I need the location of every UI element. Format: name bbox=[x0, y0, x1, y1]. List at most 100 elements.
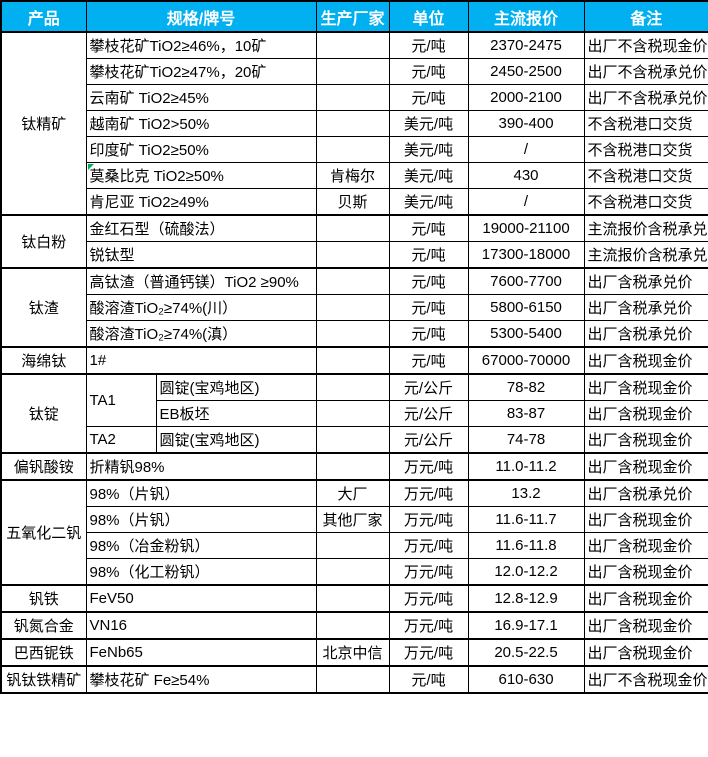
cell-spec[interactable]: 98%（片钒） bbox=[85, 506, 317, 533]
cell-spec[interactable]: 攀枝花矿TiO2≥47%，20矿 bbox=[85, 58, 317, 85]
header-cell-price[interactable]: 主流报价 bbox=[467, 0, 585, 33]
cell-maker[interactable]: 其他厂家 bbox=[315, 506, 390, 533]
cell-maker[interactable] bbox=[315, 611, 390, 640]
cell-product[interactable]: 海绵钛 bbox=[0, 346, 87, 375]
cell-spec[interactable]: 攀枝花矿TiO2≥46%，10矿 bbox=[85, 31, 317, 59]
cell-spec[interactable]: VN16 bbox=[85, 611, 317, 640]
cell-maker[interactable] bbox=[315, 58, 390, 85]
header-cell-note[interactable]: 备注 bbox=[583, 0, 708, 33]
cell-spec[interactable]: 锐钛型 bbox=[85, 241, 317, 269]
cell-unit[interactable]: 元/吨 bbox=[388, 294, 469, 321]
cell-product[interactable]: 钛白粉 bbox=[0, 214, 87, 269]
cell-unit[interactable]: 元/公斤 bbox=[388, 373, 469, 401]
cell-spec[interactable]: 圆锭(宝鸡地区) bbox=[155, 373, 317, 401]
cell-product[interactable]: 钒氮合金 bbox=[0, 611, 87, 640]
cell-price[interactable]: 2450-2500 bbox=[467, 58, 585, 85]
cell-note[interactable]: 出厂含税现金价 bbox=[583, 638, 708, 667]
cell-unit[interactable]: 万元/吨 bbox=[388, 584, 469, 613]
cell-unit[interactable]: 元/吨 bbox=[388, 665, 469, 694]
cell-unit[interactable]: 元/吨 bbox=[388, 346, 469, 375]
header-cell-product[interactable]: 产品 bbox=[0, 0, 87, 33]
cell-price[interactable]: 16.9-17.1 bbox=[467, 611, 585, 640]
cell-note[interactable]: 出厂含税承兑价 bbox=[583, 320, 708, 348]
cell-product[interactable]: 钒铁 bbox=[0, 584, 87, 613]
cell-note[interactable]: 出厂含税现金价 bbox=[583, 611, 708, 640]
cell-price[interactable]: 610-630 bbox=[467, 665, 585, 694]
cell-note[interactable]: 出厂含税现金价 bbox=[583, 558, 708, 586]
cell-note[interactable]: 不含税港口交货 bbox=[583, 162, 708, 189]
cell-maker[interactable] bbox=[315, 294, 390, 321]
cell-spec[interactable]: 越南矿 TiO2>50% bbox=[85, 110, 317, 137]
cell-spec[interactable]: 高钛渣（普通钙镁）TiO2 ≥90% bbox=[85, 267, 317, 295]
cell-maker[interactable]: 贝斯 bbox=[315, 188, 390, 216]
cell-spec[interactable]: FeV50 bbox=[85, 584, 317, 613]
cell-unit[interactable]: 万元/吨 bbox=[388, 611, 469, 640]
cell-maker[interactable] bbox=[315, 214, 390, 242]
cell-price[interactable]: 13.2 bbox=[467, 479, 585, 507]
cell-maker[interactable] bbox=[315, 373, 390, 401]
cell-unit[interactable]: 元/吨 bbox=[388, 241, 469, 269]
cell-price[interactable]: 2000-2100 bbox=[467, 84, 585, 111]
cell-note[interactable]: 不含税港口交货 bbox=[583, 136, 708, 163]
cell-note[interactable]: 出厂含税承兑价 bbox=[583, 267, 708, 295]
cell-maker[interactable]: 肯梅尔 bbox=[315, 162, 390, 189]
cell-unit[interactable]: 万元/吨 bbox=[388, 479, 469, 507]
cell-maker[interactable] bbox=[315, 136, 390, 163]
cell-price[interactable]: 5800-6150 bbox=[467, 294, 585, 321]
cell-note[interactable]: 出厂含税现金价 bbox=[583, 506, 708, 533]
cell-unit[interactable]: 元/公斤 bbox=[388, 400, 469, 427]
cell-note[interactable]: 出厂含税现金价 bbox=[583, 400, 708, 427]
cell-price[interactable]: 430 bbox=[467, 162, 585, 189]
cell-note[interactable]: 主流报价含税承兑 bbox=[583, 214, 708, 242]
cell-note[interactable]: 出厂含税现金价 bbox=[583, 584, 708, 613]
cell-product[interactable]: 偏钒酸铵 bbox=[0, 452, 87, 481]
cell-spec[interactable]: 圆锭(宝鸡地区) bbox=[155, 426, 317, 454]
cell-price[interactable]: 7600-7700 bbox=[467, 267, 585, 295]
cell-product[interactable]: 巴西铌铁 bbox=[0, 638, 87, 667]
cell-price[interactable]: 11.0-11.2 bbox=[467, 452, 585, 481]
cell-note[interactable]: 不含税港口交货 bbox=[583, 188, 708, 216]
cell-unit[interactable]: 美元/吨 bbox=[388, 188, 469, 216]
cell-product[interactable]: 钛渣 bbox=[0, 267, 87, 348]
cell-unit[interactable]: 万元/吨 bbox=[388, 638, 469, 667]
cell-price[interactable]: 17300-18000 bbox=[467, 241, 585, 269]
cell-note[interactable]: 出厂含税现金价 bbox=[583, 532, 708, 559]
cell-price[interactable]: 20.5-22.5 bbox=[467, 638, 585, 667]
cell-unit[interactable]: 美元/吨 bbox=[388, 162, 469, 189]
cell-maker[interactable] bbox=[315, 267, 390, 295]
cell-grade[interactable]: TA1 bbox=[85, 373, 157, 427]
cell-unit[interactable]: 万元/吨 bbox=[388, 506, 469, 533]
cell-maker[interactable] bbox=[315, 532, 390, 559]
cell-maker[interactable] bbox=[315, 426, 390, 454]
cell-maker[interactable]: 北京中信 bbox=[315, 638, 390, 667]
cell-unit[interactable]: 元/吨 bbox=[388, 58, 469, 85]
cell-maker[interactable] bbox=[315, 346, 390, 375]
cell-note[interactable]: 出厂含税现金价 bbox=[583, 452, 708, 481]
cell-spec[interactable]: 98%（冶金粉钒） bbox=[85, 532, 317, 559]
cell-maker[interactable] bbox=[315, 241, 390, 269]
cell-spec[interactable]: 1# bbox=[85, 346, 317, 375]
cell-spec[interactable]: 酸溶渣TiO₂≥74%(川） bbox=[85, 294, 317, 321]
cell-spec[interactable]: 酸溶渣TiO₂≥74%(滇） bbox=[85, 320, 317, 348]
cell-spec[interactable]: 印度矿 TiO2≥50% bbox=[85, 136, 317, 163]
cell-unit[interactable]: 万元/吨 bbox=[388, 558, 469, 586]
cell-note[interactable]: 主流报价含税承兑 bbox=[583, 241, 708, 269]
cell-maker[interactable] bbox=[315, 558, 390, 586]
cell-price[interactable]: 67000-70000 bbox=[467, 346, 585, 375]
cell-unit[interactable]: 万元/吨 bbox=[388, 452, 469, 481]
cell-spec[interactable]: 金红石型（硫酸法） bbox=[85, 214, 317, 242]
cell-note[interactable]: 出厂不含税承兑价 bbox=[583, 58, 708, 85]
header-cell-spec[interactable]: 规格/牌号 bbox=[85, 0, 317, 33]
header-cell-maker[interactable]: 生产厂家 bbox=[315, 0, 390, 33]
cell-unit[interactable]: 美元/吨 bbox=[388, 136, 469, 163]
cell-note[interactable]: 出厂含税承兑价 bbox=[583, 294, 708, 321]
cell-price[interactable]: 12.8-12.9 bbox=[467, 584, 585, 613]
cell-unit[interactable]: 元/吨 bbox=[388, 31, 469, 59]
cell-spec[interactable]: FeNb65 bbox=[85, 638, 317, 667]
cell-price[interactable]: / bbox=[467, 136, 585, 163]
cell-unit[interactable]: 元/吨 bbox=[388, 84, 469, 111]
cell-maker[interactable]: 大厂 bbox=[315, 479, 390, 507]
cell-unit[interactable]: 元/吨 bbox=[388, 214, 469, 242]
cell-spec[interactable]: 98%（化工粉钒） bbox=[85, 558, 317, 586]
cell-price[interactable]: 11.6-11.7 bbox=[467, 506, 585, 533]
